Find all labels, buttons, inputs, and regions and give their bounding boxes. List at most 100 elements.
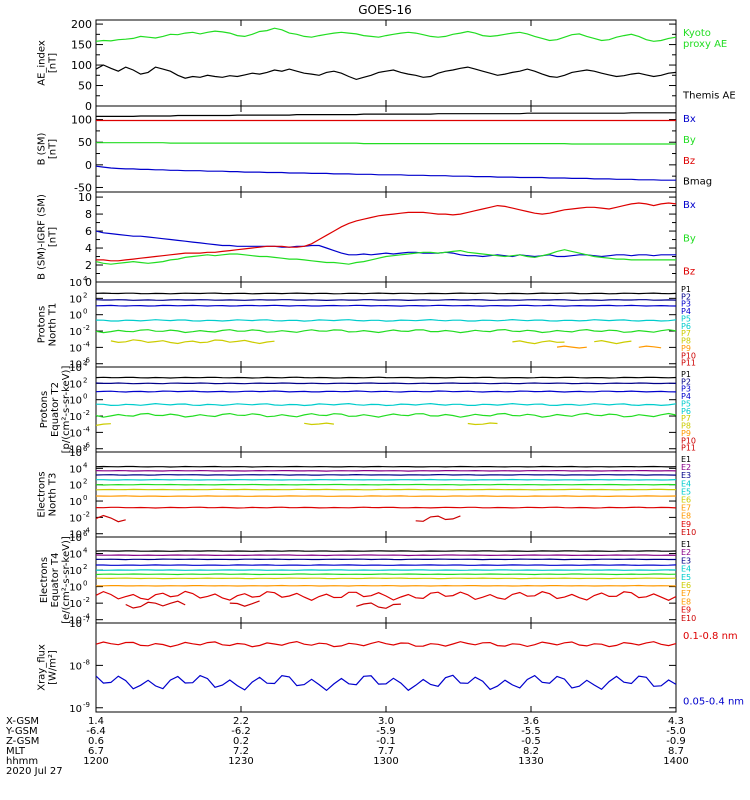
legend-p_t2-4: P5 [681, 399, 691, 408]
ytick-exp-e_t3-1: 4 [83, 461, 88, 469]
xaxis-value-0-3: 3.6 [523, 716, 539, 727]
series-p_t2-P5-0 [95, 402, 677, 407]
ytick-exp-e_t4-4: -2 [83, 596, 90, 604]
xaxis-value-1-3: -5.5 [521, 726, 541, 737]
legend-p_t1-9: P10 [681, 351, 696, 360]
xaxis-value-1-4: -5.0 [666, 726, 686, 737]
series-e_t3-E10-0 [95, 514, 126, 523]
xaxis-value-2-2: -0.1 [376, 736, 396, 747]
legend-e_t3-6: E7 [681, 504, 691, 513]
legend-p_t2-5: P6 [681, 407, 691, 416]
ytick-label-e_t3-2: 10 [69, 481, 82, 492]
ytick-label-p_t1-2: 10 [69, 311, 82, 322]
series-bsm-Bx-0 [95, 165, 676, 181]
series-bdiff-Bx-0 [95, 230, 676, 258]
ytick-exp-p_t2-1: 2 [83, 376, 87, 384]
ytick-exp-e_t3-3: 0 [83, 494, 87, 502]
ytick-exp-p_t1-1: 2 [83, 291, 87, 299]
series-p_t2-P3-0 [95, 390, 677, 393]
series-ae-Kyoto-proxy-AE-0 [95, 27, 677, 42]
legend-p_t2-10: P11 [681, 444, 696, 453]
legend-e_t3-5: E6 [681, 496, 691, 505]
ylabel-e_t4-0: Electrons [39, 557, 50, 603]
series-p_t1-P8-0 [110, 339, 275, 345]
ytick-label-bsm-0: -50 [74, 181, 92, 194]
series-p_t1-P7-0 [95, 328, 677, 334]
ylabel-e_t4-2: [e/(cm²-s-sr-keV)] [61, 536, 72, 624]
xaxis-value-4-3: 1330 [518, 756, 543, 767]
legend-p_t2-2: P3 [681, 385, 691, 394]
ytick-exp-p_t2-3: -2 [83, 409, 90, 417]
series-p_t1-P8-2 [594, 339, 632, 345]
ytick-exp-p_t2-4: -4 [83, 425, 91, 433]
xaxis-value-0-1: 2.2 [233, 716, 249, 727]
ytick-label-bsm-3: 100 [71, 114, 92, 127]
legend-e_t4-6: E7 [681, 589, 691, 598]
panel-frame-e_t3 [95, 451, 677, 538]
xaxis-value-3-2: 7.7 [378, 746, 394, 757]
series-e_t4-E10-1 [229, 600, 260, 607]
series-bdiff-Bz-0 [96, 202, 677, 262]
series-e_t3-E7-0 [95, 495, 677, 498]
ytick-label-p_t1-1: 10 [69, 294, 82, 305]
legend-e_t4-5: E6 [681, 581, 691, 590]
ytick-label-ae-4: 200 [71, 18, 92, 31]
legend-bsm-1: By [683, 135, 696, 146]
series-e_t3-E2-0 [95, 469, 677, 472]
ytick-exp-p_t2-0: 4 [83, 360, 88, 368]
ylabel-e_t4-1: Equator T4 [50, 553, 61, 608]
ylabel-bsm-0: B (SM) [37, 132, 48, 165]
legend-p_t2-6: P7 [681, 414, 691, 423]
ytick-label-e_t4-5: 10 [69, 616, 82, 627]
xaxis-row-label-3: MLT [6, 746, 26, 757]
legend-e_t3-1: E2 [681, 463, 691, 472]
ytick-label-ae-0: 0 [85, 100, 92, 113]
ytick-label-ae-2: 100 [71, 59, 92, 72]
ytick-label-bsm-1: 0 [85, 159, 92, 172]
series-p_t2-P8-0 [95, 423, 111, 426]
legend-p_t2-9: P10 [681, 436, 696, 445]
ytick-exp-p_t1-5: -6 [83, 357, 91, 365]
legend-e_t4-8: E9 [681, 606, 691, 615]
xaxis-date: 2020 Jul 27 [6, 766, 63, 777]
series-e_t3-E5-0 [95, 483, 677, 486]
ytick-label-p_t2-5: 10 [69, 445, 82, 456]
legend-e_t4-3: E4 [681, 565, 691, 574]
ytick-exp-xray-0: -7 [83, 616, 90, 624]
ytick-label-p_t2-1: 10 [69, 379, 82, 390]
legend-e_t4-1: E2 [681, 548, 691, 557]
ytick-label-p_t1-4: 10 [69, 343, 82, 354]
legend-p_t1-5: P6 [681, 322, 691, 331]
ytick-label-xray-2: 10 [69, 704, 82, 715]
ytick-exp-e_t4-5: -4 [83, 613, 91, 621]
series-p_t2-P8-1 [304, 422, 334, 426]
panel-frame-xray [95, 622, 677, 713]
xaxis-value-1-2: -5.9 [376, 726, 396, 737]
ytick-label-e_t3-1: 10 [69, 464, 82, 475]
xaxis-value-4-2: 1300 [373, 756, 398, 767]
ylabel-bdiff-1: [nT] [48, 227, 59, 247]
series-e_t4-E3-0 [95, 558, 676, 561]
panel-frame-ae [95, 19, 677, 107]
ytick-label-p_t2-0: 10 [69, 363, 82, 374]
series-bsm-Bmag-0 [96, 112, 676, 117]
xaxis-row-label-0: X-GSM [6, 716, 39, 727]
legend-bsm-2: Bz [683, 156, 695, 167]
xaxis-value-3-1: 7.2 [233, 746, 249, 757]
series-p_t1-P2-0 [95, 298, 677, 302]
series-e_t4-E8-0 [96, 584, 677, 587]
legend-e_t4-7: E8 [681, 597, 691, 606]
ytick-exp-e_t4-1: 4 [83, 547, 88, 555]
xaxis-row-label-2: Z-GSM [6, 736, 39, 747]
legend-p_t1-6: P7 [681, 329, 691, 338]
ytick-label-e_t3-3: 10 [69, 497, 82, 508]
series-p_t2-P8-2 [467, 422, 498, 426]
series-e_t3-E10-1 [415, 515, 461, 522]
ytick-label-bdiff-3: 6 [85, 225, 92, 238]
legend-p_t2-3: P4 [681, 392, 691, 401]
panel-frame-p_t2 [95, 366, 677, 453]
ytick-label-e_t4-0: 10 [69, 533, 82, 544]
xaxis-value-1-0: -6.4 [86, 726, 106, 737]
xaxis-value-2-4: -0.9 [666, 736, 686, 747]
series-p_t2-P2-0 [95, 382, 677, 385]
